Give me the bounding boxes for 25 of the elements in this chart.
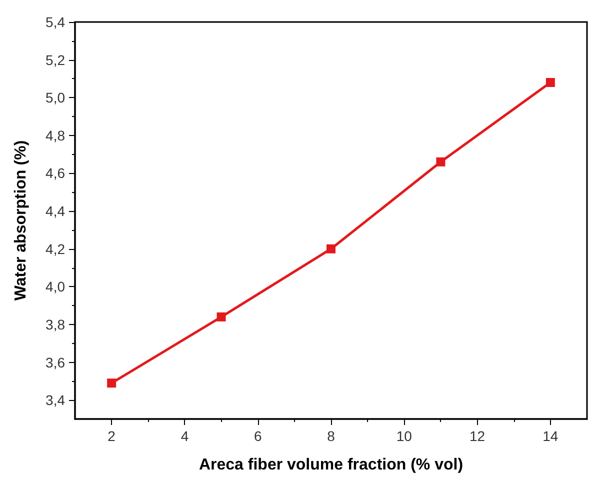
point <box>546 78 555 87</box>
point <box>326 244 336 254</box>
y-tick-label: 3,8 <box>46 316 66 332</box>
x-tick-label: 2 <box>108 428 116 444</box>
y-tick-label: 4,0 <box>46 278 66 295</box>
y-tick-label: 3,4 <box>46 392 66 408</box>
y-tick-label: 5,2 <box>46 52 66 68</box>
point <box>436 157 446 166</box>
x-tick-label: 10 <box>396 428 412 444</box>
y-tick-label: 3,6 <box>46 354 66 370</box>
y-axis-title: Water absorption (%) <box>12 140 30 301</box>
x-tick-label: 6 <box>254 428 262 444</box>
y-tick-label: 4,4 <box>46 203 66 220</box>
x-axis-title: Areca fiber volume fraction (% vol) <box>198 456 464 474</box>
y-tick-label: 5,0 <box>46 90 66 106</box>
x-tick-label: 4 <box>180 428 189 444</box>
point <box>107 378 116 388</box>
x-tick-label: 12 <box>469 428 486 444</box>
y-tick-label: 4,8 <box>46 127 66 144</box>
x-tick-label: 14 <box>542 428 558 444</box>
y-tick-label: 5,4 <box>46 14 66 30</box>
point <box>216 312 226 322</box>
y-tick-label: 4,6 <box>46 165 66 182</box>
y-tick-label: 4,2 <box>46 240 66 257</box>
x-tick-label: 8 <box>327 428 336 444</box>
